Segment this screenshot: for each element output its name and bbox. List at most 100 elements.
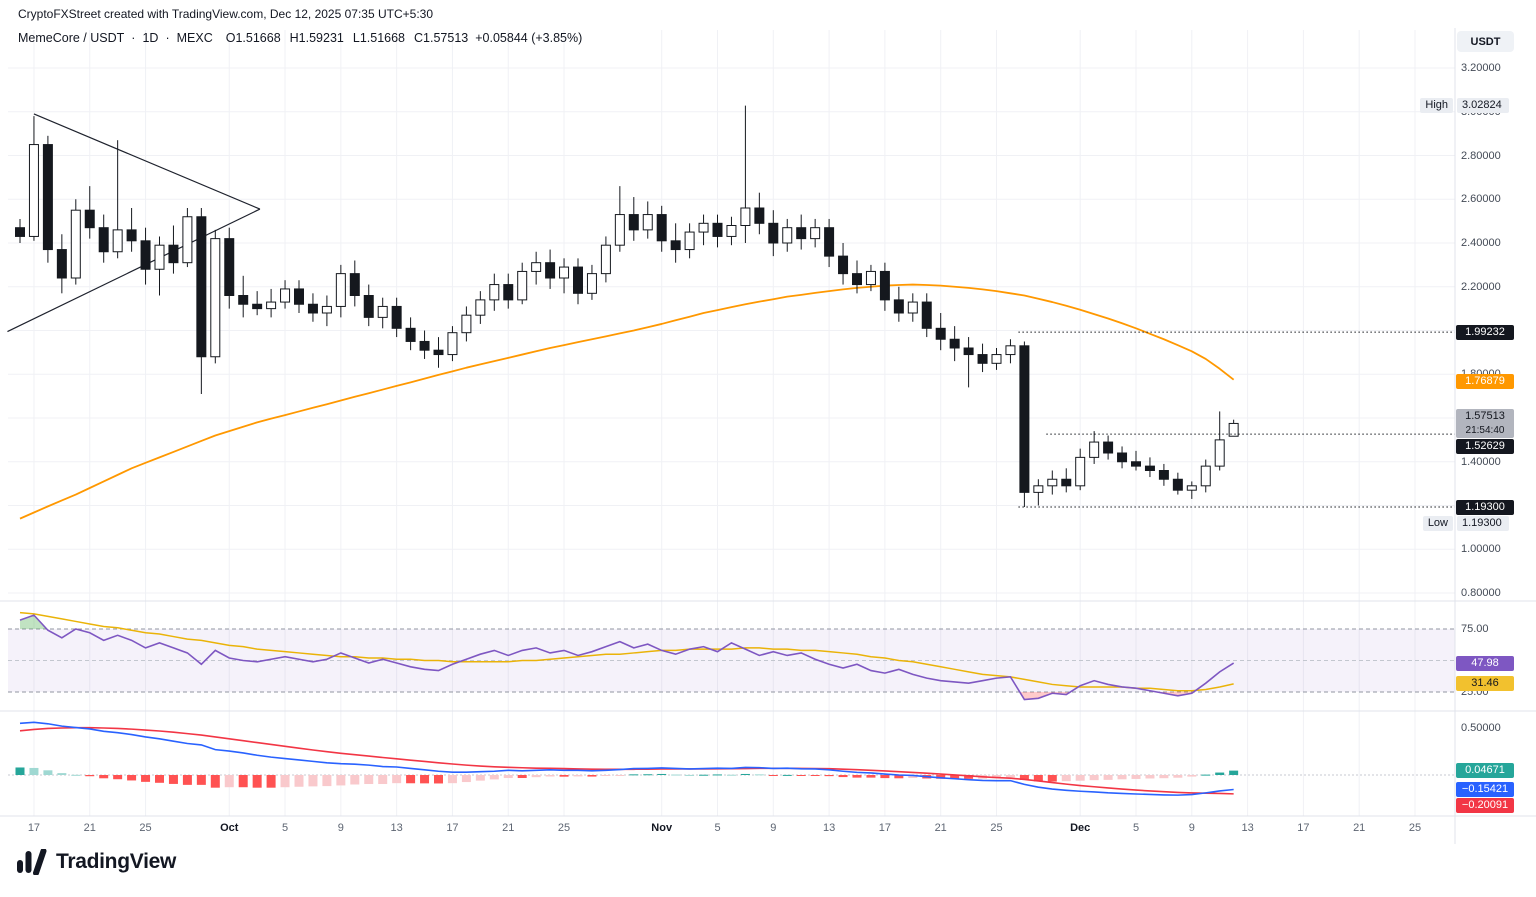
macd-pane[interactable] (0, 711, 1455, 816)
tradingview-logo-icon (17, 849, 47, 875)
rsi-line (19, 614, 1235, 701)
candle (1075, 448, 1086, 491)
candle (1200, 459, 1211, 493)
candle (489, 273, 500, 311)
candle (154, 236, 165, 296)
candle (838, 243, 849, 285)
candle (879, 262, 890, 311)
candle (628, 197, 639, 241)
candle (545, 249, 556, 289)
candle (531, 251, 542, 285)
currency-toggle-button[interactable]: USDT (1457, 31, 1514, 52)
candle (112, 140, 123, 259)
candle (349, 260, 360, 307)
candle (1214, 411, 1225, 471)
candle (307, 293, 318, 322)
candle (600, 236, 611, 283)
candle (614, 186, 625, 252)
candle (224, 227, 235, 309)
candle (70, 199, 81, 285)
candle (15, 218, 25, 243)
candle (754, 192, 765, 235)
legend-separator: · (131, 31, 136, 45)
histogram-layer (15, 767, 1239, 788)
candle (280, 280, 291, 309)
candle (586, 264, 597, 300)
candle (56, 234, 67, 294)
candle (405, 317, 416, 351)
candle (210, 229, 221, 364)
candle (642, 201, 653, 239)
candle (670, 223, 681, 263)
macd-line (19, 721, 1234, 796)
candle (782, 218, 793, 252)
candle (126, 208, 137, 252)
candle (140, 227, 151, 285)
candle (865, 264, 876, 292)
candle (1172, 472, 1183, 495)
candle (475, 291, 486, 324)
candle (28, 116, 39, 241)
candle (573, 258, 583, 305)
candle (294, 280, 304, 313)
candle (42, 135, 53, 263)
candle (1117, 446, 1128, 469)
candle (684, 223, 695, 259)
candle (977, 343, 988, 373)
tradingview-logo-text: TradingView (56, 850, 177, 873)
interval-label: 1D (142, 31, 159, 45)
candle (559, 258, 570, 294)
rsi-pane[interactable] (0, 601, 1455, 711)
ohlc-values: O1.51668 H1.59231 L1.51668 C1.57513 (226, 31, 469, 45)
candle (921, 293, 932, 338)
candle (1033, 479, 1044, 506)
exchange-label: MEXC (176, 31, 213, 45)
candle (1186, 481, 1197, 499)
candle (419, 330, 430, 359)
candle (656, 205, 667, 252)
candle (182, 208, 193, 268)
price-pane[interactable] (0, 28, 1455, 601)
candle (98, 214, 109, 263)
tradingview-logo[interactable]: TradingView (17, 849, 176, 875)
ohlc-o-value: O1.51668 (225, 31, 281, 45)
candle (335, 264, 346, 318)
ohlc-c-value: C1.57513 (414, 31, 469, 45)
time-axis[interactable] (0, 816, 1455, 846)
trendline[interactable] (7, 208, 261, 333)
chart-legend: MemeCore / USDT · 1D · MEXC O1.51668 H1.5… (18, 31, 582, 45)
rsi-ma-line (19, 611, 1234, 692)
candle (991, 348, 1002, 370)
separators (0, 28, 1536, 844)
ohlc-h-value: H1.59231 (289, 31, 344, 45)
candle (824, 218, 835, 268)
candle (1228, 419, 1239, 437)
trendlines (7, 113, 261, 333)
attribution-text: CryptoFXStreet created with TradingView.… (18, 7, 433, 21)
candle (698, 214, 709, 246)
candle (238, 275, 249, 318)
candle (740, 105, 751, 243)
candle (796, 214, 807, 250)
change-value: +0.05844 (+3.85%) (475, 31, 583, 45)
ma-line (19, 283, 1235, 520)
candle (391, 297, 402, 338)
candle (810, 218, 821, 248)
candle (1061, 468, 1072, 493)
candle (726, 216, 737, 246)
candle (321, 295, 332, 327)
trendline[interactable] (33, 113, 261, 210)
candle (517, 262, 528, 305)
candle (252, 291, 263, 316)
level-lines (1018, 331, 1455, 508)
candle (893, 286, 904, 322)
candle (1144, 457, 1155, 478)
candle (1131, 450, 1141, 471)
candle (935, 313, 946, 351)
candle (1047, 470, 1058, 495)
candle (363, 284, 374, 327)
price-axis[interactable] (1455, 28, 1536, 816)
candle (1158, 463, 1169, 486)
candle (1019, 341, 1030, 508)
